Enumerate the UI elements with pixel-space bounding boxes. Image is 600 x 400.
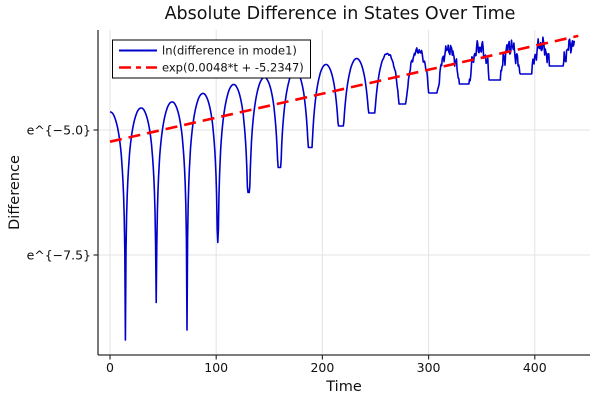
legend: ln(difference in mode1) exp(0.0048*t + -… [112, 39, 311, 79]
x-axis-title: Time [325, 379, 362, 395]
legend-box [112, 39, 311, 79]
series-line-exp-fit [109, 34, 579, 143]
legend-label-series2: exp(0.0048*t + -5.2347) [162, 61, 304, 75]
x-tick-label-200: 200 [310, 360, 334, 375]
y-tick-label-e-7.5: e^{−7.5} [27, 247, 91, 262]
legend-label-series1: ln(difference in mode1) [162, 44, 297, 58]
chart-title: Absolute Difference in States Over Time [165, 4, 516, 24]
x-tick-label-0: 0 [106, 360, 114, 375]
tick-marks [93, 129, 536, 360]
y-axis-title: Difference [7, 155, 23, 230]
x-tick-label-300: 300 [417, 360, 441, 375]
series-lines [109, 34, 579, 341]
series-line-ln-difference [109, 36, 576, 341]
x-tick-label-100: 100 [204, 360, 228, 375]
x-tick-label-400: 400 [523, 360, 547, 375]
axis-spines [97, 30, 590, 356]
y-tick-label-e-5.0: e^{−5.0} [27, 122, 91, 137]
